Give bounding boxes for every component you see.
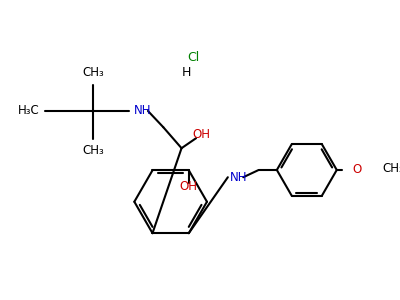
Text: Cl: Cl <box>187 51 200 64</box>
Text: O: O <box>352 164 361 176</box>
Text: NH: NH <box>230 171 247 184</box>
Text: CH₃: CH₃ <box>83 143 104 157</box>
Text: H: H <box>181 66 191 79</box>
Text: CH₃: CH₃ <box>382 162 400 175</box>
Text: H₃C: H₃C <box>18 104 40 118</box>
Text: CH₃: CH₃ <box>83 66 104 79</box>
Text: NH: NH <box>134 104 152 118</box>
Text: OH: OH <box>192 128 210 141</box>
Text: OH: OH <box>180 180 198 193</box>
